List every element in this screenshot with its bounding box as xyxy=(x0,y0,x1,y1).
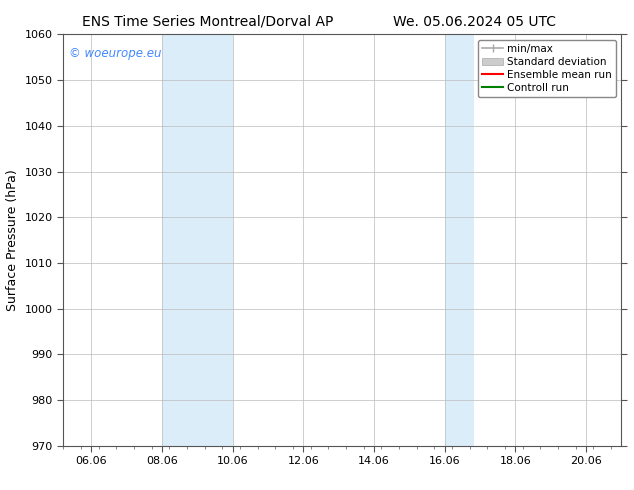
Text: ENS Time Series Montreal/Dorval AP: ENS Time Series Montreal/Dorval AP xyxy=(82,15,333,29)
Y-axis label: Surface Pressure (hPa): Surface Pressure (hPa) xyxy=(6,169,19,311)
Bar xyxy=(162,34,233,446)
Bar xyxy=(444,34,474,446)
Legend: min/max, Standard deviation, Ensemble mean run, Controll run: min/max, Standard deviation, Ensemble me… xyxy=(478,40,616,97)
Text: We. 05.06.2024 05 UTC: We. 05.06.2024 05 UTC xyxy=(393,15,556,29)
Text: © woeurope.eu: © woeurope.eu xyxy=(69,47,162,60)
